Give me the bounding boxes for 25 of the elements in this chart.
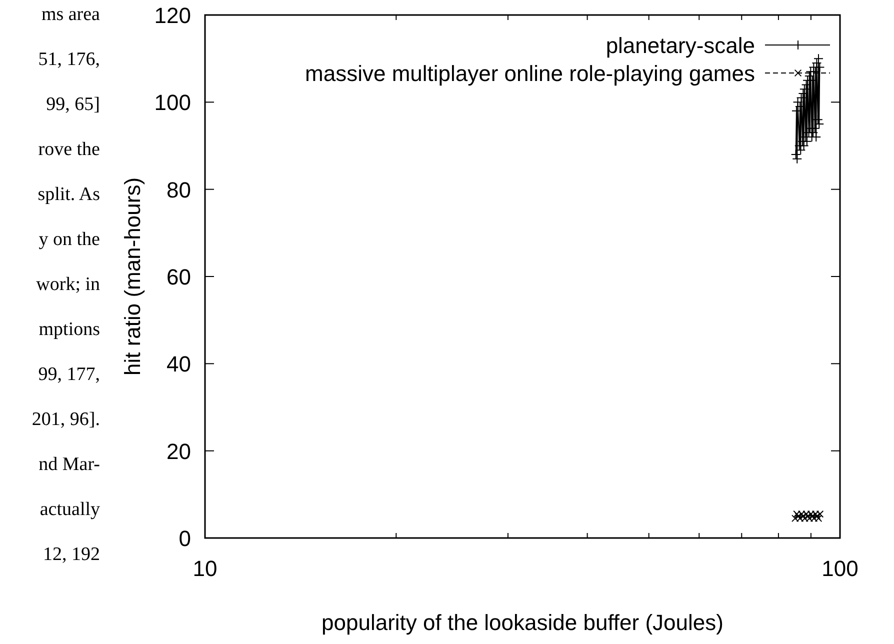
x-tick-label: 10	[192, 556, 218, 581]
text: split. As	[38, 184, 100, 205]
legend-label: planetary-scale	[606, 33, 755, 58]
text: ms area	[41, 4, 101, 25]
text: 99, 65]	[46, 94, 100, 115]
text: 201, 96].	[32, 409, 100, 430]
legend-label: massive multiplayer online role-playing games	[305, 61, 755, 86]
x-axis-title: popularity of the lookaside buffer (Joules)	[322, 610, 724, 635]
y-tick-label: 80	[166, 177, 191, 202]
text: 12, 192	[43, 544, 100, 565]
text: 51, 176,	[38, 49, 100, 70]
text: work; in	[36, 274, 100, 295]
y-tick-label: 40	[166, 352, 191, 377]
y-axis-title: hit ratio (man-hours)	[120, 177, 145, 376]
y-tick-label: 60	[166, 264, 191, 290]
text: rove the	[38, 139, 100, 160]
text: nd Mar-	[38, 454, 100, 475]
text: actually	[40, 499, 100, 520]
text: y on the	[38, 229, 100, 250]
y-tick-label: 20	[166, 438, 191, 464]
text: mptions	[38, 319, 100, 340]
text: 99, 177,	[38, 364, 100, 385]
y-tick-label: 100	[154, 90, 191, 116]
y-tick-label: 120	[154, 3, 191, 28]
y-tick-label: 0	[178, 526, 191, 551]
